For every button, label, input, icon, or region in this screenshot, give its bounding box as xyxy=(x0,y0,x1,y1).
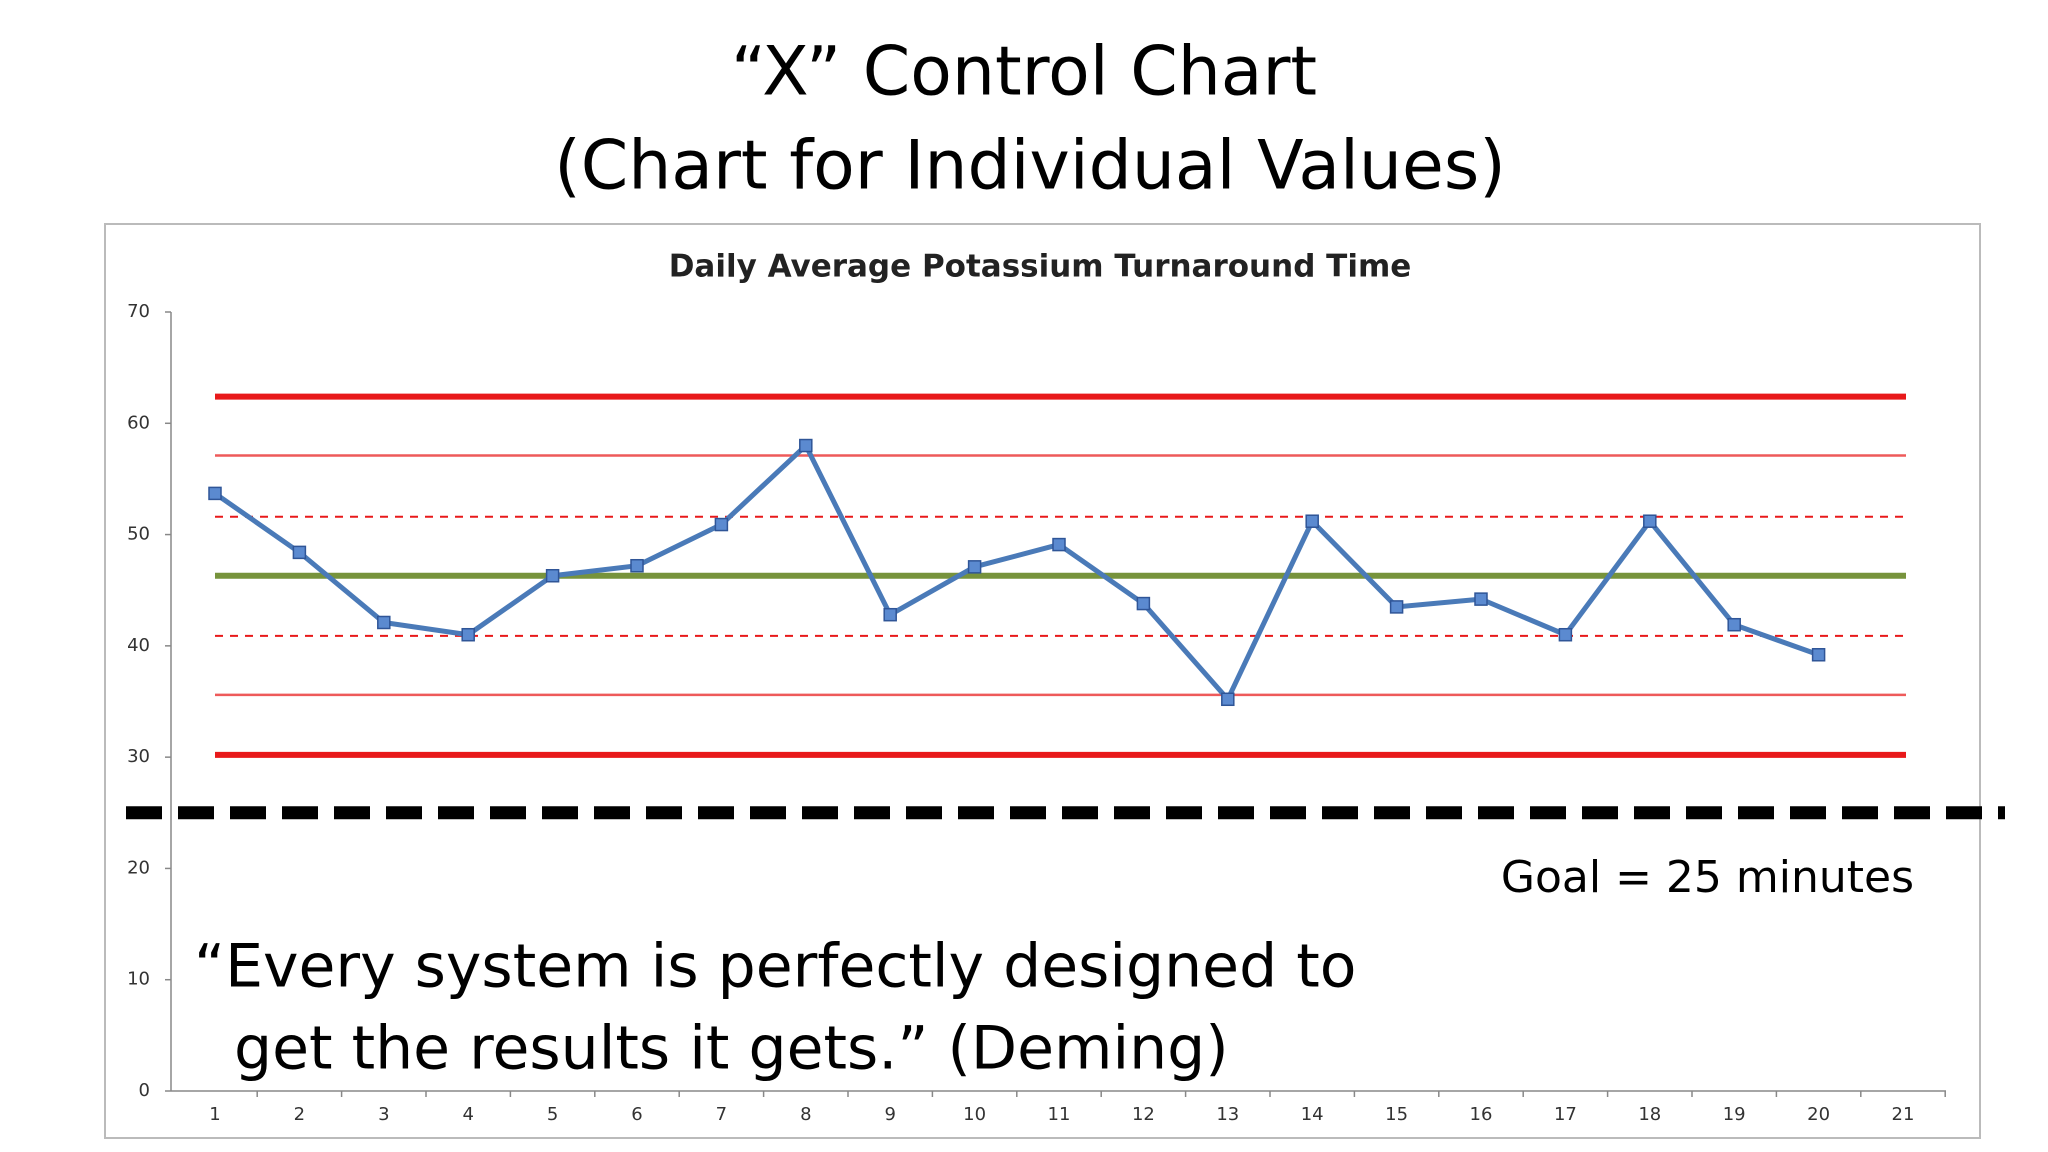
data-point xyxy=(1558,627,1573,642)
x-tick-label: 17 xyxy=(1554,1104,1577,1125)
x-tick-label: 16 xyxy=(1470,1104,1493,1125)
x-tick-label: 7 xyxy=(716,1104,727,1125)
data-point xyxy=(208,486,222,501)
x-tick-label: 1 xyxy=(209,1104,220,1125)
data-point xyxy=(545,568,560,583)
x-tick-label: 13 xyxy=(1216,1104,1239,1125)
data-point xyxy=(1305,514,1319,528)
data-point xyxy=(377,615,391,630)
y-tick-label: 30 xyxy=(127,746,150,767)
x-tick-label: 2 xyxy=(294,1104,305,1125)
x-tick-label: 18 xyxy=(1638,1104,1661,1125)
slide-title: “X” Control Chart xyxy=(731,33,1317,112)
y-tick-label: 70 xyxy=(127,301,150,322)
data-point xyxy=(1811,648,1826,662)
x-tick-label: 6 xyxy=(631,1104,642,1125)
quote-line: get the results it gets.” (Deming) xyxy=(234,1014,1229,1084)
data-point xyxy=(1474,592,1488,606)
x-tick-label: 11 xyxy=(1048,1104,1071,1125)
x-tick-label: 12 xyxy=(1132,1104,1155,1125)
x-tick-label: 8 xyxy=(800,1104,811,1125)
x-tick-label: 5 xyxy=(547,1104,558,1125)
x-tick-label: 9 xyxy=(884,1104,895,1125)
data-point xyxy=(1643,514,1657,528)
chart-title: Daily Average Potassium Turnaround Time xyxy=(669,249,1412,285)
data-point xyxy=(461,627,475,642)
x-tick-label: 21 xyxy=(1892,1104,1915,1125)
y-tick-label: 50 xyxy=(127,524,150,545)
data-point xyxy=(292,545,307,560)
data-point xyxy=(630,558,644,573)
x-tick-label: 3 xyxy=(378,1104,389,1125)
data-point xyxy=(1221,692,1235,707)
data-point xyxy=(1389,600,1404,614)
y-tick-label: 10 xyxy=(127,969,150,990)
data-point xyxy=(883,607,897,622)
x-tick-label: 10 xyxy=(963,1104,986,1125)
y-tick-label: 20 xyxy=(127,857,150,878)
data-point xyxy=(1052,537,1066,552)
y-tick-label: 0 xyxy=(139,1080,150,1101)
data-point xyxy=(967,560,982,574)
x-tick-label: 14 xyxy=(1301,1104,1324,1125)
data-point xyxy=(799,438,813,453)
x-tick-label: 4 xyxy=(462,1104,473,1125)
slide-subtitle: (Chart for Individual Values) xyxy=(554,127,1506,206)
x-tick-label: 20 xyxy=(1807,1104,1830,1125)
x-tick-label: 19 xyxy=(1723,1104,1746,1125)
y-tick-label: 60 xyxy=(127,412,150,433)
chart-frame xyxy=(104,223,1981,1139)
series-line xyxy=(213,443,1820,702)
data-point xyxy=(714,517,729,532)
y-tick-label: 40 xyxy=(127,635,150,656)
data-point xyxy=(1136,596,1151,611)
x-tick-label: 15 xyxy=(1385,1104,1408,1125)
quote-line: “Every system is perfectly designed to xyxy=(194,932,1356,1002)
goal-label: Goal = 25 minutes xyxy=(1501,852,1914,903)
data-point xyxy=(1727,617,1741,632)
